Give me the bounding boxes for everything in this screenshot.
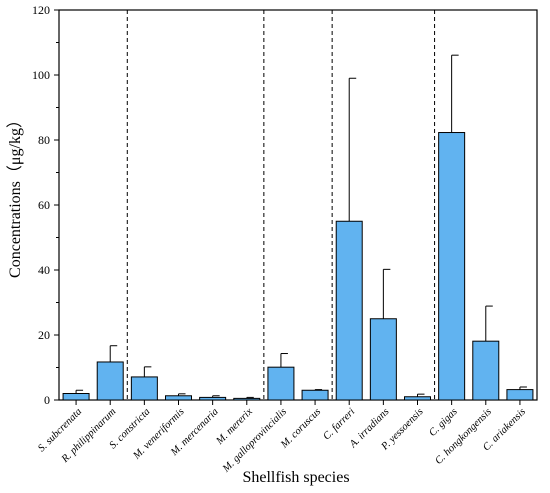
y-tick-label: 20 xyxy=(38,328,50,342)
bar xyxy=(165,395,192,401)
bar xyxy=(369,318,397,401)
bar xyxy=(199,396,227,401)
bar xyxy=(62,393,90,401)
x-tick-label: M. galloprovincialis xyxy=(220,406,289,475)
y-tick-label: 60 xyxy=(38,198,50,212)
y-tick-label: 100 xyxy=(32,68,50,82)
bar xyxy=(335,220,363,401)
x-axis-label: Shellfish species xyxy=(242,469,349,486)
x-tick-label: C. gigas xyxy=(427,406,460,439)
y-tick-label: 40 xyxy=(38,263,50,277)
y-tick-label: 120 xyxy=(32,3,50,17)
bar xyxy=(96,361,124,401)
bar xyxy=(506,389,534,401)
bar xyxy=(233,397,261,401)
y-tick-label: 80 xyxy=(38,133,50,147)
bar xyxy=(267,366,295,401)
plot-frame xyxy=(58,9,538,401)
bar xyxy=(301,389,329,401)
bar xyxy=(472,340,500,401)
bar xyxy=(404,396,431,401)
y-tick-label: 0 xyxy=(44,393,50,407)
bar xyxy=(438,132,466,401)
y-axis-label: Concentrations（μg/kg） xyxy=(6,112,24,278)
bar xyxy=(130,376,158,401)
